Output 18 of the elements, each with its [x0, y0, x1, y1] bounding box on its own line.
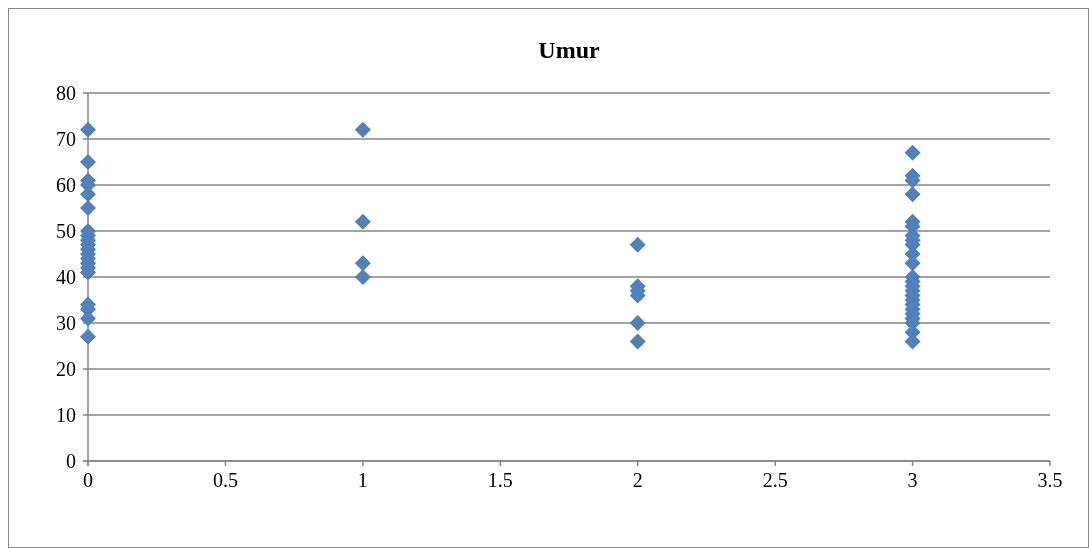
y-tick-label: 20 [56, 358, 76, 380]
y-tick-label: 10 [56, 404, 76, 426]
x-tick-label: 3 [907, 469, 918, 491]
x-tick-label: 0 [83, 469, 93, 491]
y-tick-label: 0 [66, 450, 76, 472]
y-tick-label: 50 [56, 220, 76, 242]
x-tick-label: 3.5 [1037, 469, 1063, 491]
x-tick-label: 0.5 [212, 469, 238, 491]
y-tick-label: 30 [56, 312, 76, 334]
chart-title: Umur [538, 37, 601, 63]
y-tick-label: 60 [56, 174, 76, 196]
x-tick-label: 1 [357, 469, 368, 491]
x-tick-label: 2 [632, 469, 643, 491]
x-tick-label: 2.5 [762, 469, 788, 491]
x-tick-label: 1.5 [487, 469, 513, 491]
y-tick-label: 40 [56, 266, 76, 288]
y-tick-label: 70 [56, 128, 76, 150]
y-tick-label: 80 [56, 82, 76, 104]
